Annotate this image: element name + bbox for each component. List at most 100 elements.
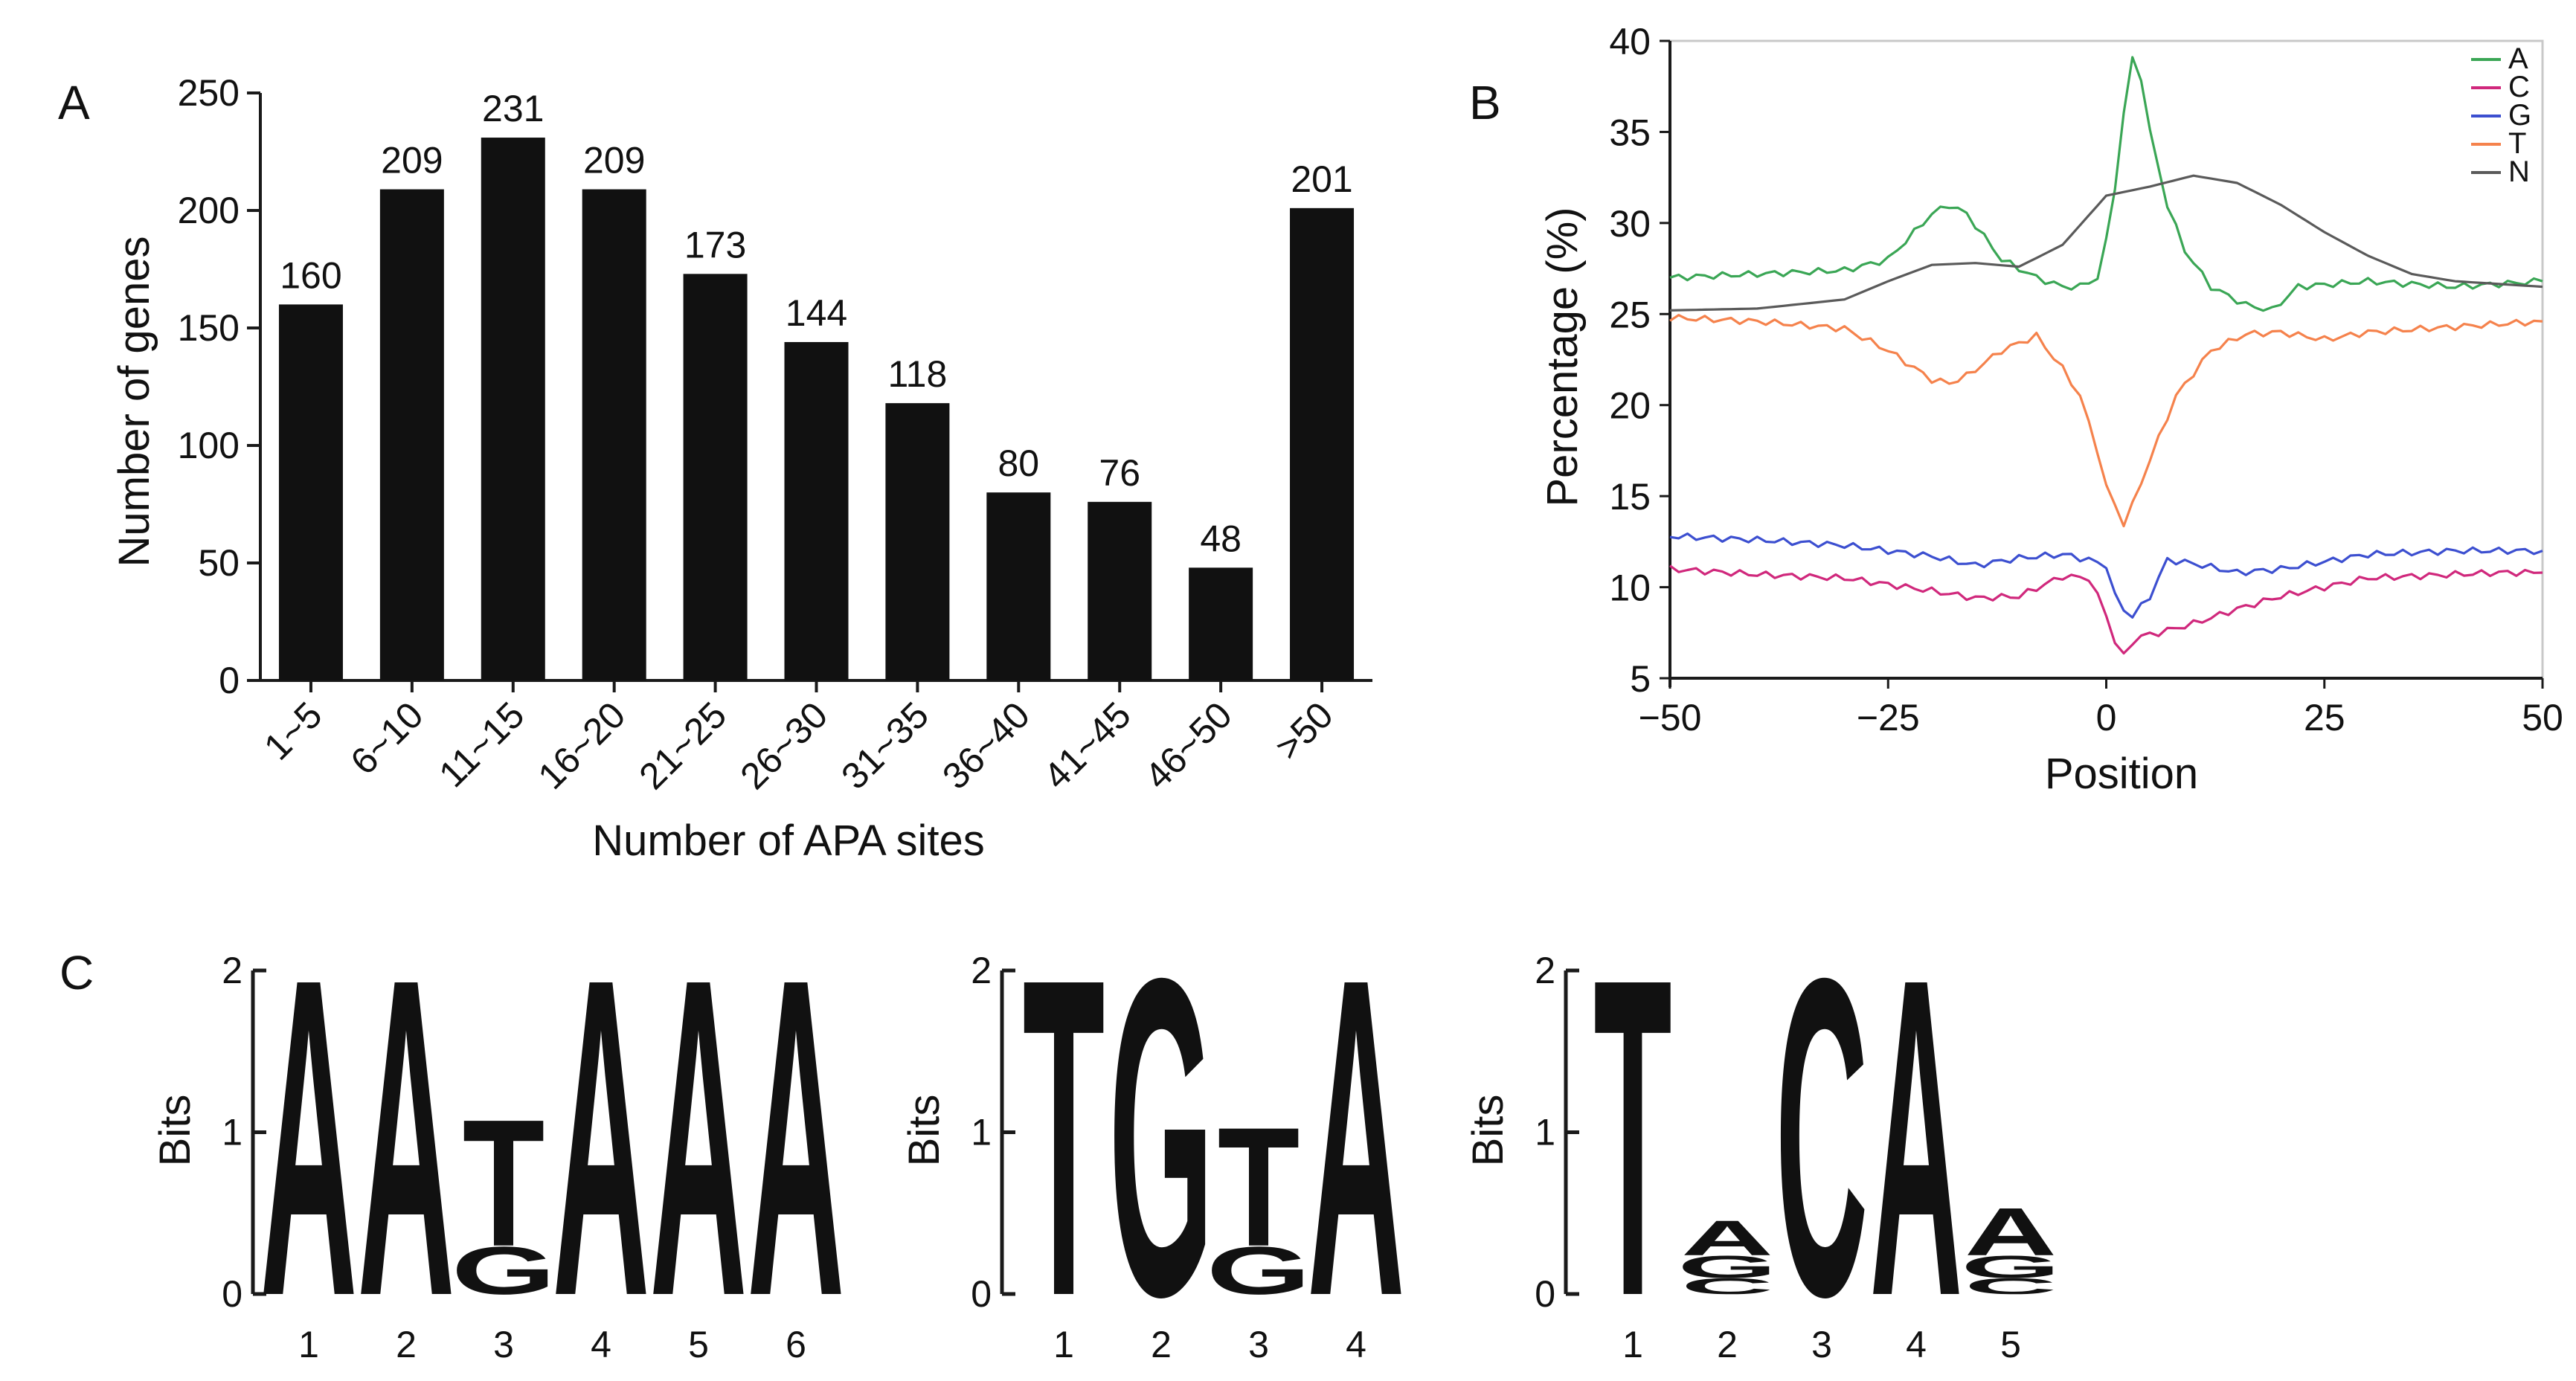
logo-letter-a: A (748, 885, 845, 1381)
bar (885, 403, 950, 680)
bar (1088, 501, 1152, 680)
logo-letter-a: A (553, 885, 650, 1381)
logo-letter-a: A (650, 885, 748, 1381)
logo-letter-t: T (1023, 885, 1105, 1381)
bar-value-label: 80 (998, 442, 1040, 484)
bar-value-label: 173 (684, 224, 746, 265)
logo-position-label: 4 (1346, 1324, 1366, 1365)
logo-letter-g: G (1961, 1249, 2061, 1285)
logo-position-label: 1 (1053, 1324, 1074, 1365)
line-chart-y-tick-label: 30 (1609, 203, 1651, 245)
bar-value-label: 231 (482, 88, 544, 129)
logo-y-tick-label: 0 (222, 1273, 242, 1315)
bar (683, 274, 748, 680)
legend-label-t: T (2508, 127, 2526, 160)
logo-y-tick-label: 0 (1535, 1273, 1555, 1315)
logo-letter-a: A (1870, 884, 1962, 1381)
logo-position-label: 4 (591, 1324, 611, 1365)
line-series-t (1669, 314, 2543, 528)
panel-label-c: C (60, 946, 94, 999)
logo-y-tick-label: 1 (222, 1112, 242, 1153)
line-chart-y-tick-label: 35 (1609, 112, 1651, 153)
logo-y-tick-label: 2 (222, 950, 242, 991)
bar-chart-y-tick-label: 100 (178, 425, 240, 466)
logo-position-label: 2 (1717, 1324, 1738, 1365)
logo-position-label: 3 (1811, 1324, 1832, 1365)
logo-position-label: 3 (493, 1324, 514, 1365)
line-chart-y-tick-label: 20 (1609, 385, 1651, 427)
line-chart-y-tick-label: 15 (1609, 476, 1651, 518)
line-chart-x-tick-label: 50 (2522, 697, 2563, 738)
bar-value-label: 118 (888, 353, 948, 395)
line-chart-x-tick-label: −25 (1857, 697, 1920, 738)
bar-value-label: 144 (786, 292, 847, 334)
logo-y-axis-title: Bits (1464, 1095, 1512, 1167)
bar (379, 189, 444, 680)
line-chart-x-axis-title: Position (2045, 750, 2198, 798)
line-chart-x-tick-label: 0 (2096, 697, 2117, 738)
legend-label-n: N (2508, 155, 2530, 188)
legend-label-c: C (2508, 71, 2530, 103)
bar-value-label: 48 (1200, 518, 1242, 559)
bar-value-label: 209 (381, 140, 443, 181)
bar-chart-y-axis-title: Number of genes (110, 236, 158, 567)
bar (481, 138, 545, 681)
line-chart-x-tick-label: −50 (1639, 697, 1702, 738)
bar-chart-y-tick-label: 250 (178, 72, 240, 114)
line-chart-axes: 5 10 15 20 25 30 35 40 −50 −25 0 25 50 (1609, 21, 2563, 738)
logo-letter-a: A (358, 885, 455, 1381)
line-series-n (1669, 174, 2543, 312)
logo-letter-g: G (1109, 885, 1214, 1381)
logo-position-label: 3 (1248, 1324, 1269, 1365)
logo-letter-a: A (260, 885, 358, 1381)
line-chart-x-tick-label: 25 (2304, 697, 2345, 738)
bar-chart-y-tick-label: 150 (178, 307, 240, 349)
logo-letter-a: A (1681, 1210, 1773, 1266)
logo-letter-t: T (463, 1083, 545, 1284)
bar-chart-x-axis-title: Number of APA sites (592, 817, 985, 865)
logo-position-label: 4 (1906, 1324, 1927, 1365)
line-chart-y-tick-label: 10 (1609, 567, 1651, 609)
bar (278, 304, 343, 680)
line-chart-y-tick-label: 25 (1609, 294, 1651, 335)
logo-position-label: 1 (298, 1324, 319, 1365)
line-chart-y-axis-title: Percentage (%) (1538, 207, 1587, 507)
bar-chart-y-tick-label: 200 (178, 190, 240, 231)
bar (1189, 567, 1253, 680)
logo-position-label: 5 (2000, 1324, 2021, 1365)
bar-value-label: 160 (280, 254, 341, 296)
logo-letter-g: G (1207, 1233, 1311, 1309)
bar (1290, 207, 1355, 681)
logo-y-tick-label: 0 (971, 1273, 992, 1315)
logo-position-label: 2 (1151, 1324, 1172, 1365)
logo-position-label: 1 (1622, 1324, 1643, 1365)
bar-value-label: 201 (1291, 158, 1352, 200)
line-chart-y-tick-label: 5 (1630, 658, 1651, 700)
bar-chart-bars: 160 209 231 209 173 144 118 80 76 48 201 (278, 88, 1355, 681)
bar-value-label: 209 (583, 140, 645, 181)
logo-letter-a: A (1965, 1194, 2057, 1270)
logo-y-tick-label: 2 (971, 950, 992, 991)
bar (582, 189, 646, 680)
line-chart-series (1669, 56, 2543, 655)
panel-label-b: B (1469, 76, 1501, 129)
logo-y-tick-label: 1 (1535, 1112, 1555, 1153)
bar (986, 492, 1051, 680)
line-series-g (1669, 532, 2543, 619)
logo-letter-a: A (1308, 885, 1405, 1381)
logo-letter-t: T (1218, 1092, 1300, 1282)
logo-y-tick-label: 1 (971, 1112, 992, 1153)
logo-position-label: 6 (786, 1324, 806, 1365)
logo-y-axis-title: Bits (900, 1095, 948, 1167)
logo-letter-g: G (1677, 1249, 1777, 1285)
logo-letter-g: G (452, 1233, 556, 1309)
logo-position-label: 5 (688, 1324, 709, 1365)
